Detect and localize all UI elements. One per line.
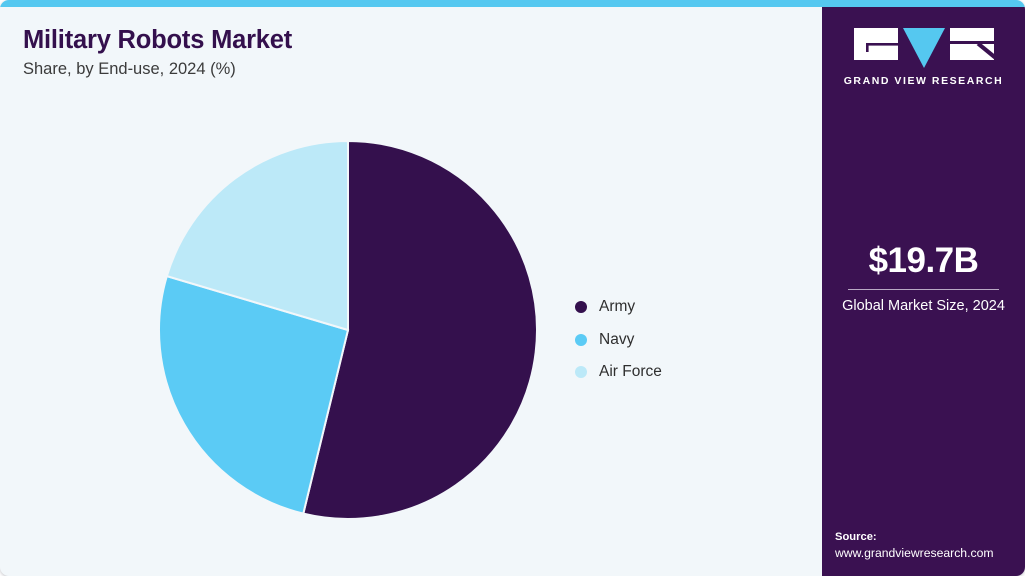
brand-panel: GRAND VIEW RESEARCH $19.7B Global Market… <box>822 7 1025 576</box>
logo-r-icon <box>949 28 994 60</box>
legend-item-army[interactable]: Army <box>575 291 775 324</box>
legend-label: Navy <box>599 330 635 348</box>
source-url[interactable]: www.grandviewresearch.com <box>835 545 994 560</box>
page-title: Military Robots Market <box>23 26 293 54</box>
logo-v-icon <box>902 28 945 68</box>
pie-slice-army[interactable] <box>302 140 538 520</box>
legend-label: Army <box>599 298 636 316</box>
legend-item-air-force[interactable]: Air Force <box>575 356 775 389</box>
pie-slice-air-force[interactable] <box>165 140 349 332</box>
brand-logo: GRAND VIEW RESEARCH <box>822 28 1025 87</box>
accent-top-bar <box>0 0 1025 7</box>
pie-chart-svg <box>158 140 538 520</box>
gvr-logo-icon <box>822 28 1025 68</box>
market-size-stat: $19.7B Global Market Size, 2024 <box>822 241 1025 315</box>
source-heading: Source: <box>835 530 877 543</box>
chart-legend: Army Navy Air Force <box>575 291 775 389</box>
legend-swatch-icon <box>575 301 587 314</box>
legend-swatch-icon <box>575 333 587 346</box>
legend-swatch-icon <box>575 366 587 379</box>
pie-chart <box>158 140 538 520</box>
source-block: Source: www.grandviewresearch.com <box>835 529 1025 562</box>
brand-name: GRAND VIEW RESEARCH <box>843 75 1004 87</box>
legend-item-navy[interactable]: Navy <box>575 324 775 357</box>
logo-g-icon <box>853 28 898 60</box>
market-size-label: Global Market Size, 2024 <box>842 297 1005 314</box>
pie-slice-navy[interactable] <box>158 274 350 515</box>
chart-main-area: Military Robots Market Share, by End-use… <box>0 7 822 576</box>
legend-label: Air Force <box>599 363 662 381</box>
stat-divider <box>848 288 999 290</box>
page-subtitle: Share, by End-use, 2024 (%) <box>23 60 236 78</box>
market-size-value: $19.7B <box>868 241 979 280</box>
